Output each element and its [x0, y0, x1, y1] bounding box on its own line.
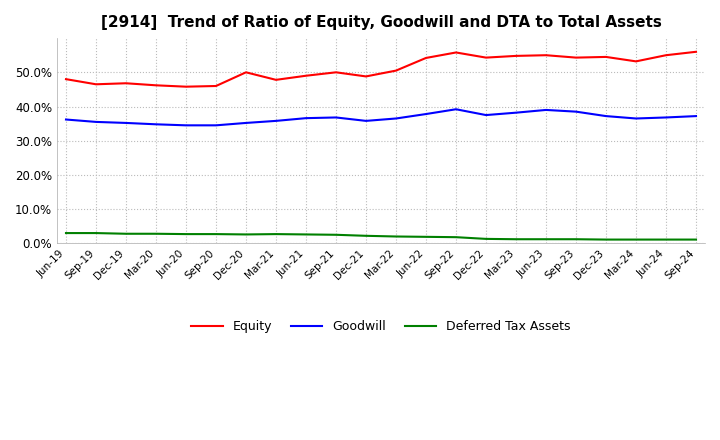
Deferred Tax Assets [631, 237, 640, 242]
Deferred Tax Assets [361, 233, 370, 238]
Goodwill [152, 122, 161, 127]
Deferred Tax Assets [422, 234, 431, 239]
Goodwill [422, 111, 431, 117]
Deferred Tax Assets [482, 236, 490, 242]
Deferred Tax Assets [572, 237, 580, 242]
Legend: Equity, Goodwill, Deferred Tax Assets: Equity, Goodwill, Deferred Tax Assets [186, 315, 575, 338]
Deferred Tax Assets [332, 232, 341, 238]
Deferred Tax Assets [302, 232, 310, 237]
Deferred Tax Assets [62, 231, 71, 236]
Deferred Tax Assets [152, 231, 161, 236]
Deferred Tax Assets [122, 231, 130, 236]
Equity [271, 77, 280, 82]
Equity [62, 77, 71, 82]
Equity [122, 81, 130, 86]
Deferred Tax Assets [602, 237, 611, 242]
Equity [692, 49, 701, 55]
Equity [332, 70, 341, 75]
Deferred Tax Assets [181, 231, 190, 237]
Equity [482, 55, 490, 60]
Equity [662, 52, 670, 58]
Deferred Tax Assets [692, 237, 701, 242]
Equity [451, 50, 460, 55]
Equity [572, 55, 580, 60]
Goodwill [62, 117, 71, 122]
Goodwill [512, 110, 521, 115]
Equity [91, 82, 100, 87]
Goodwill [332, 115, 341, 120]
Line: Equity: Equity [66, 52, 696, 87]
Title: [2914]  Trend of Ratio of Equity, Goodwill and DTA to Total Assets: [2914] Trend of Ratio of Equity, Goodwil… [101, 15, 662, 30]
Equity [212, 83, 220, 88]
Deferred Tax Assets [512, 237, 521, 242]
Goodwill [361, 118, 370, 124]
Goodwill [302, 116, 310, 121]
Goodwill [271, 118, 280, 124]
Deferred Tax Assets [451, 235, 460, 240]
Goodwill [392, 116, 400, 121]
Deferred Tax Assets [242, 232, 251, 237]
Line: Goodwill: Goodwill [66, 109, 696, 125]
Goodwill [631, 116, 640, 121]
Equity [392, 68, 400, 73]
Deferred Tax Assets [541, 237, 550, 242]
Goodwill [662, 115, 670, 120]
Goodwill [482, 113, 490, 118]
Goodwill [602, 114, 611, 119]
Goodwill [181, 123, 190, 128]
Equity [512, 53, 521, 59]
Equity [602, 54, 611, 59]
Equity [422, 55, 431, 61]
Goodwill [451, 106, 460, 112]
Goodwill [122, 120, 130, 125]
Goodwill [692, 114, 701, 119]
Goodwill [91, 119, 100, 125]
Goodwill [212, 123, 220, 128]
Deferred Tax Assets [392, 234, 400, 239]
Equity [631, 59, 640, 64]
Goodwill [572, 109, 580, 114]
Equity [302, 73, 310, 78]
Equity [541, 52, 550, 58]
Deferred Tax Assets [271, 231, 280, 237]
Deferred Tax Assets [662, 237, 670, 242]
Equity [361, 74, 370, 79]
Equity [152, 83, 161, 88]
Line: Deferred Tax Assets: Deferred Tax Assets [66, 233, 696, 239]
Goodwill [242, 120, 251, 125]
Equity [181, 84, 190, 89]
Equity [242, 70, 251, 75]
Deferred Tax Assets [212, 231, 220, 237]
Goodwill [541, 107, 550, 113]
Deferred Tax Assets [91, 231, 100, 236]
